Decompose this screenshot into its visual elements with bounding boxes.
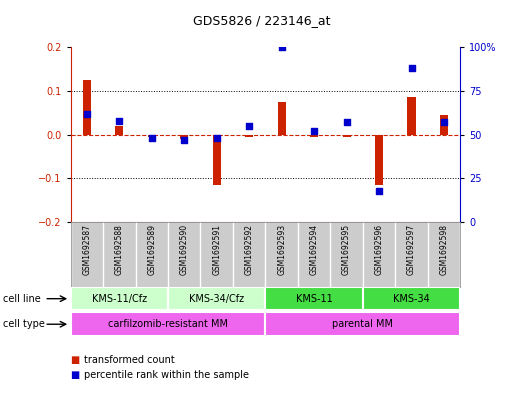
Point xyxy=(407,65,416,71)
Bar xyxy=(147,134,156,137)
Point xyxy=(343,119,351,125)
Text: GSM1692591: GSM1692591 xyxy=(212,224,221,275)
Text: cell line: cell line xyxy=(3,294,40,304)
Text: GSM1692598: GSM1692598 xyxy=(439,224,449,275)
Bar xyxy=(266,312,460,336)
Text: KMS-34: KMS-34 xyxy=(393,294,430,304)
Bar xyxy=(278,102,286,134)
Text: GSM1692587: GSM1692587 xyxy=(82,224,92,275)
Bar xyxy=(375,134,383,185)
Text: GSM1692594: GSM1692594 xyxy=(310,224,319,275)
Bar xyxy=(266,287,363,310)
Text: ■: ■ xyxy=(71,354,80,365)
Text: GSM1692588: GSM1692588 xyxy=(115,224,124,275)
Bar xyxy=(83,80,91,134)
Text: GSM1692596: GSM1692596 xyxy=(374,224,383,275)
Bar xyxy=(245,134,253,137)
Text: transformed count: transformed count xyxy=(84,354,175,365)
Point xyxy=(83,110,91,117)
Text: cell type: cell type xyxy=(3,319,44,329)
Bar xyxy=(310,134,318,137)
Bar xyxy=(168,287,266,310)
Text: GSM1692589: GSM1692589 xyxy=(147,224,156,275)
Text: GSM1692597: GSM1692597 xyxy=(407,224,416,275)
Point xyxy=(245,123,253,129)
Text: percentile rank within the sample: percentile rank within the sample xyxy=(84,370,248,380)
Point xyxy=(180,137,188,143)
Text: KMS-11: KMS-11 xyxy=(295,294,333,304)
Text: GDS5826 / 223146_at: GDS5826 / 223146_at xyxy=(193,14,330,27)
Bar xyxy=(440,115,448,134)
Point xyxy=(115,118,123,124)
Bar xyxy=(213,134,221,185)
Text: KMS-11/Cfz: KMS-11/Cfz xyxy=(92,294,147,304)
Bar xyxy=(343,134,350,137)
Bar xyxy=(180,134,188,139)
Text: carfilzomib-resistant MM: carfilzomib-resistant MM xyxy=(108,319,228,329)
Bar xyxy=(71,312,266,336)
Text: GSM1692595: GSM1692595 xyxy=(342,224,351,275)
Point xyxy=(440,119,448,125)
Text: ■: ■ xyxy=(71,370,80,380)
Point xyxy=(278,44,286,50)
Bar xyxy=(363,287,460,310)
Text: GSM1692593: GSM1692593 xyxy=(277,224,286,275)
Bar xyxy=(71,287,168,310)
Text: parental MM: parental MM xyxy=(332,319,393,329)
Bar xyxy=(115,126,123,134)
Text: GSM1692590: GSM1692590 xyxy=(180,224,189,275)
Text: KMS-34/Cfz: KMS-34/Cfz xyxy=(189,294,244,304)
Text: GSM1692592: GSM1692592 xyxy=(245,224,254,275)
Point xyxy=(310,128,319,134)
Point xyxy=(212,135,221,141)
Point xyxy=(147,135,156,141)
Point xyxy=(375,187,383,194)
Bar xyxy=(407,97,416,134)
